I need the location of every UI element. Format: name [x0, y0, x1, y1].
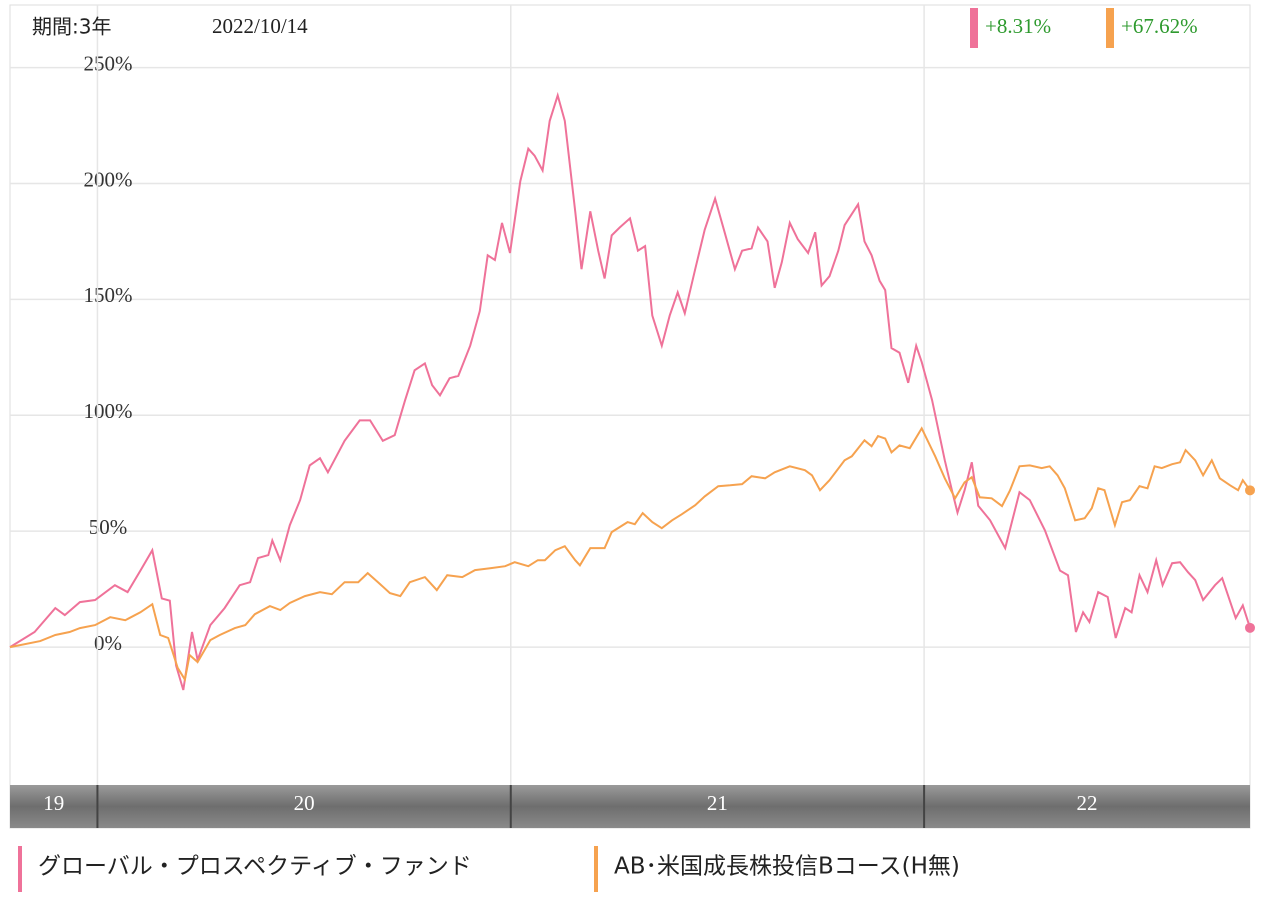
y-tick-label: 250% [84, 51, 133, 75]
y-tick-label: 0% [94, 631, 122, 655]
y-tick-label: 100% [84, 399, 133, 423]
x-band-label: 20 [294, 791, 315, 815]
end-point [1245, 485, 1255, 496]
x-band-label: 22 [1077, 791, 1098, 815]
legend-label: AB･米国成長株投信Bコース(H無) [614, 854, 960, 880]
end-label: +8.31% [985, 14, 1051, 38]
period-label: 期間:3年 [32, 15, 111, 39]
end-labels: +8.31% +67.62% [970, 8, 1198, 48]
end-label: +67.62% [1121, 14, 1198, 38]
x-band [10, 785, 1250, 828]
lines [9, 91, 1255, 691]
date-label: 2022/10/14 [212, 14, 308, 38]
x-bands: 19 20 21 22 [43, 785, 1098, 828]
y-tick-label: 50% [89, 515, 128, 539]
legend-label: グローバル・プロスペクティブ・ファンド [38, 854, 472, 880]
end-label-swatch [970, 8, 978, 48]
legend-swatch [594, 846, 598, 892]
end-label-swatch [1106, 8, 1114, 48]
y-tick-label: 200% [84, 167, 133, 191]
x-band-label: 21 [707, 791, 728, 815]
legend: グローバル・プロスペクティブ・ファンド AB･米国成長株投信Bコース(H無) [18, 846, 960, 892]
plot-frame [9, 4, 1251, 829]
end-point [1245, 622, 1255, 633]
grid: 0% 50% 100% 150% 200% 250% [10, 5, 1250, 785]
series-line [9, 91, 1251, 691]
x-band-label: 19 [43, 791, 64, 815]
y-tick-label: 150% [84, 283, 133, 307]
series-line [9, 426, 1251, 683]
legend-swatch [18, 846, 22, 892]
